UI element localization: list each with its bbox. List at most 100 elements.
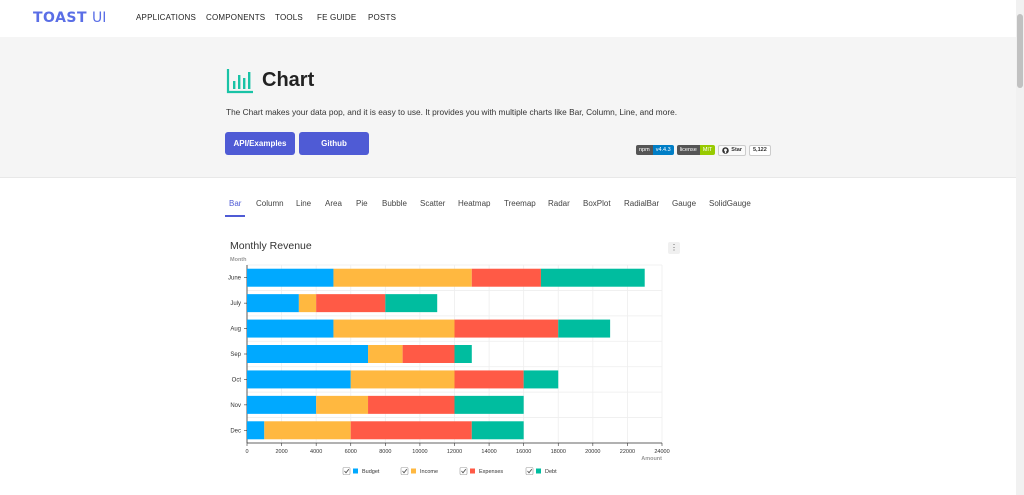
github-button[interactable]: Github: [299, 132, 369, 155]
bar-debt[interactable]: [471, 421, 524, 440]
bar-income[interactable]: [368, 345, 403, 363]
license-badge-value: MIT: [699, 145, 716, 155]
tab-gauge[interactable]: Gauge: [672, 199, 697, 208]
x-tick-label: 8000: [379, 449, 391, 455]
legend-checkbox[interactable]: [459, 467, 468, 475]
hero-section: [0, 37, 1016, 178]
legend-label[interactable]: Debt: [545, 469, 557, 475]
bar-debt[interactable]: [385, 294, 438, 313]
bar-budget[interactable]: [247, 345, 369, 363]
bar-budget[interactable]: [247, 395, 317, 414]
bar-income[interactable]: [350, 370, 455, 389]
bar-debt[interactable]: [558, 319, 611, 338]
legend-checkbox[interactable]: [342, 467, 351, 475]
bar-income[interactable]: [298, 294, 317, 313]
tab-pie[interactable]: Pie: [356, 199, 368, 208]
nav-item-posts[interactable]: POSTS: [368, 13, 397, 22]
nav-item-applications[interactable]: APPLICATIONS: [136, 13, 197, 22]
bar-debt[interactable]: [454, 345, 472, 363]
y-tick-label: Sep: [230, 352, 241, 358]
check-icon: [527, 468, 533, 474]
bar-debt[interactable]: [454, 395, 524, 414]
y-tick-label: Aug: [230, 327, 241, 333]
x-tick-label: 6000: [345, 449, 357, 455]
legend-label[interactable]: Expenses: [479, 469, 503, 475]
bar-budget[interactable]: [247, 268, 334, 287]
x-tick-label: 18000: [551, 449, 566, 455]
active-tab-indicator: [225, 215, 245, 217]
tab-line[interactable]: Line: [296, 199, 312, 208]
api-examples-button[interactable]: API/Examples: [225, 132, 295, 155]
bar-expenses[interactable]: [454, 370, 524, 389]
bar-debt[interactable]: [540, 268, 645, 287]
y-tick-label: June: [228, 276, 242, 282]
legend-color-swatch: [353, 468, 358, 474]
bar-expenses[interactable]: [454, 319, 559, 338]
x-tick-label: 4000: [310, 449, 322, 455]
tab-radialbar[interactable]: RadialBar: [624, 199, 660, 208]
scrollbar-thumb[interactable]: [1017, 14, 1023, 88]
tab-solidgauge[interactable]: SolidGauge: [709, 199, 751, 208]
scrollbar[interactable]: [1016, 0, 1024, 495]
bar-budget[interactable]: [247, 319, 334, 338]
tab-boxplot[interactable]: BoxPlot: [583, 199, 611, 208]
bar-income[interactable]: [264, 421, 351, 440]
legend-checkbox[interactable]: [400, 467, 409, 475]
x-axis-label: Amount: [641, 456, 662, 462]
nav-item-fe-guide[interactable]: FE GUIDE: [317, 13, 357, 22]
bar-expenses[interactable]: [350, 421, 472, 440]
license-badge[interactable]: license MIT: [676, 145, 716, 155]
x-tick-label: 20000: [585, 449, 600, 455]
bar-debt[interactable]: [523, 370, 559, 389]
check-icon: [344, 468, 350, 474]
check-icon: [402, 468, 408, 474]
page-title: Chart: [262, 69, 315, 91]
bar-budget[interactable]: [247, 421, 265, 440]
y-tick-label: Dec: [230, 428, 241, 434]
tab-column[interactable]: Column: [256, 199, 284, 208]
bar-income[interactable]: [333, 319, 455, 338]
bar-budget[interactable]: [247, 370, 351, 389]
legend-label[interactable]: Budget: [362, 469, 380, 475]
tab-area[interactable]: Area: [325, 199, 342, 208]
github-star-button[interactable]: Star: [718, 144, 746, 156]
bar-budget[interactable]: [247, 294, 299, 313]
bar-expenses[interactable]: [316, 294, 386, 313]
bar-expenses[interactable]: [471, 268, 541, 287]
nav-item-tools[interactable]: TOOLS: [275, 13, 303, 22]
tab-heatmap[interactable]: Heatmap: [458, 199, 491, 208]
npm-badge-label: npm: [636, 145, 653, 155]
tab-bar[interactable]: Bar: [229, 199, 242, 208]
bar-income[interactable]: [333, 268, 472, 287]
x-tick-label: 22000: [620, 449, 635, 455]
npm-badge[interactable]: npm v4.4.3: [636, 145, 674, 155]
legend-label[interactable]: Income: [420, 469, 438, 475]
badges: npm v4.4.3 license MIT Star 5,122: [636, 144, 771, 156]
y-tick-label: July: [230, 301, 241, 307]
npm-badge-value: v4.4.3: [652, 145, 674, 155]
page-description: The Chart makes your data pop, and it is…: [226, 107, 678, 117]
top-navigation: TOAST UI APPLICATIONS COMPONENTS TOOLS F…: [0, 0, 1016, 37]
legend-checkbox[interactable]: [525, 467, 534, 475]
tab-scatter[interactable]: Scatter: [420, 199, 446, 208]
bar-income[interactable]: [316, 395, 369, 414]
x-tick-label: 10000: [412, 449, 427, 455]
nav-item-components[interactable]: COMPONENTS: [206, 13, 266, 22]
chart-icon: [226, 69, 253, 94]
tab-radar[interactable]: Radar: [548, 199, 570, 208]
y-tick-label: Oct: [232, 377, 242, 383]
tab-bubble[interactable]: Bubble: [382, 199, 407, 208]
x-tick-label: 0: [245, 449, 248, 455]
star-count[interactable]: 5,122: [749, 144, 771, 156]
y-axis-label: Month: [230, 257, 247, 263]
x-tick-label: 2000: [275, 449, 287, 455]
tab-treemap[interactable]: Treemap: [504, 199, 536, 208]
x-tick-label: 12000: [447, 449, 462, 455]
bar-expenses[interactable]: [368, 395, 455, 414]
x-tick-label: 14000: [481, 449, 496, 455]
chart-menu-button[interactable]: ⋮: [668, 242, 680, 254]
toast-ui-logo[interactable]: TOAST UI: [33, 10, 106, 26]
bar-expenses[interactable]: [402, 345, 455, 363]
legend-color-swatch: [470, 468, 475, 474]
